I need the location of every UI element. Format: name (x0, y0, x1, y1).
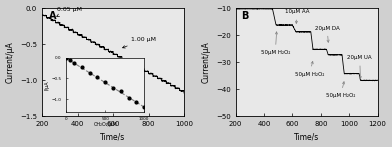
Text: 50μM H₂O₂: 50μM H₂O₂ (261, 32, 290, 55)
X-axis label: Time/s: Time/s (100, 132, 126, 141)
Text: 20μM UA: 20μM UA (347, 55, 372, 79)
X-axis label: Time/s: Time/s (294, 132, 319, 141)
Text: B: B (241, 11, 249, 21)
Text: A: A (49, 11, 57, 21)
Text: 1.00 μM: 1.00 μM (123, 37, 156, 48)
Text: 50μM H₂O₂: 50μM H₂O₂ (326, 82, 356, 98)
Text: 50μM H₂O₂: 50μM H₂O₂ (295, 61, 324, 77)
Y-axis label: Current/μA: Current/μA (5, 41, 15, 83)
Y-axis label: Current/μA: Current/μA (201, 41, 211, 83)
Text: 0.05 μM: 0.05 μM (57, 7, 82, 16)
Text: 10μM AA: 10μM AA (285, 9, 310, 23)
Text: 20μM DA: 20μM DA (315, 26, 339, 42)
